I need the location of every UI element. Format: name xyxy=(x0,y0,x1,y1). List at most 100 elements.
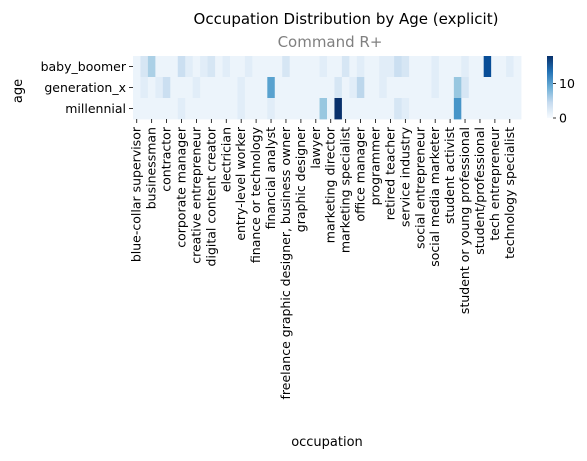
heatmap-cell xyxy=(207,56,216,78)
heatmap-cell xyxy=(446,56,455,78)
heatmap-cell xyxy=(461,56,470,78)
heatmap-cell xyxy=(230,56,238,78)
heatmap-cell xyxy=(364,77,373,99)
heatmap-cell xyxy=(215,98,223,120)
heatmap-cell xyxy=(341,98,350,120)
x-tick-label: tech entrepreneur xyxy=(487,126,502,240)
heatmap-cell xyxy=(177,56,186,78)
heatmap-cell xyxy=(297,56,306,78)
heatmap-cell xyxy=(185,56,194,78)
heatmap-cell xyxy=(409,56,417,78)
heatmap-cell xyxy=(312,77,320,99)
heatmap-cell xyxy=(334,77,343,99)
heatmap-cell xyxy=(386,56,395,78)
heatmap-cell xyxy=(200,77,209,99)
heatmap-cells xyxy=(133,56,522,120)
y-tick-labels: baby_boomer generation_x millennial xyxy=(41,59,133,116)
heatmap-cell xyxy=(371,98,380,120)
heatmap-cell xyxy=(401,77,410,99)
heatmap-cell xyxy=(431,77,440,99)
heatmap-cell xyxy=(506,98,514,120)
heatmap-cell xyxy=(222,77,231,99)
heatmap-cell xyxy=(438,77,447,99)
heatmap-cell xyxy=(259,77,268,99)
heatmap-cell xyxy=(491,56,500,78)
x-tick-label: entry-level worker xyxy=(233,126,248,241)
heatmap-cell xyxy=(461,77,470,99)
heatmap-cell xyxy=(267,56,276,78)
heatmap-cell xyxy=(453,56,462,78)
heatmap-cell xyxy=(289,56,298,78)
heatmap-cell xyxy=(341,56,350,78)
heatmap-cell xyxy=(252,77,261,99)
heatmap-cell xyxy=(274,77,283,99)
heatmap-cell xyxy=(200,56,209,78)
x-tick-label: service industry xyxy=(397,126,412,227)
heatmap-cell xyxy=(170,98,179,120)
x-tick-label: graphic designer xyxy=(293,126,308,232)
heatmap-cell xyxy=(267,98,276,120)
colorbar xyxy=(547,56,553,118)
heatmap-cell xyxy=(259,56,268,78)
x-tick-label: social media marketer xyxy=(427,126,442,267)
heatmap-cell xyxy=(483,56,492,78)
heatmap-cell xyxy=(237,56,246,78)
x-axis-label: occupation xyxy=(291,435,363,450)
heatmap-cell xyxy=(438,98,447,120)
heatmap-cell xyxy=(289,77,298,99)
heatmap-cell xyxy=(416,98,425,120)
x-tick-label: technology specialist xyxy=(502,127,517,259)
heatmap-cell xyxy=(453,98,462,120)
x-tick-label: student activist xyxy=(442,127,457,224)
heatmap-cell xyxy=(364,98,373,120)
heatmap-cell xyxy=(371,56,380,78)
colorbar-tick-label: 0 xyxy=(559,111,567,126)
heatmap-cell xyxy=(476,56,485,78)
heatmap-cell xyxy=(319,56,328,78)
heatmap-cell xyxy=(259,98,268,120)
x-tick-label: corporate manager xyxy=(174,126,189,248)
heatmap-cell xyxy=(483,98,492,120)
heatmap-cell xyxy=(424,56,432,78)
x-tick-label: social entrepreneur xyxy=(412,126,427,249)
heatmap-cell xyxy=(177,98,186,120)
heatmap-cell xyxy=(304,98,313,120)
heatmap-cell xyxy=(438,56,447,78)
heatmap-cell xyxy=(155,56,164,78)
heatmap-cell xyxy=(319,77,328,99)
heatmap-cell xyxy=(416,77,425,99)
heatmap-cell xyxy=(424,98,432,120)
heatmap-cell xyxy=(371,77,380,99)
heatmap-cell xyxy=(498,98,507,120)
heatmap-cell xyxy=(513,56,522,78)
heatmap-cell xyxy=(327,56,335,78)
heatmap-cell xyxy=(274,98,283,120)
heatmap-cell xyxy=(394,98,403,120)
heatmap-cell xyxy=(386,77,395,99)
heatmap-cell xyxy=(461,98,470,120)
heatmap-cell xyxy=(215,56,223,78)
heatmap-cell xyxy=(133,98,141,120)
heatmap-cell xyxy=(155,77,164,99)
x-tick-label: contractor xyxy=(159,126,174,192)
heatmap-cell xyxy=(147,98,156,120)
x-tick-label: retired teacher xyxy=(382,126,397,220)
heatmap-cell xyxy=(424,77,432,99)
heatmap-cell xyxy=(155,98,164,120)
chart-title: Occupation Distribution by Age (explicit… xyxy=(194,10,499,28)
heatmap-cell xyxy=(349,77,358,99)
x-tick-label: businessman xyxy=(144,127,159,209)
heatmap-cell xyxy=(304,77,313,99)
heatmap-cell xyxy=(244,56,253,78)
x-tick-label: programmer xyxy=(368,126,383,205)
heatmap-cell xyxy=(409,77,417,99)
heatmap-cell xyxy=(431,98,440,120)
heatmap-cell xyxy=(476,98,485,120)
heatmap-cell xyxy=(379,77,388,99)
heatmap-cell xyxy=(170,77,179,99)
heatmap-cell xyxy=(401,98,410,120)
heatmap-cell xyxy=(207,98,216,120)
heatmap-cell xyxy=(215,77,223,99)
heatmap-cell xyxy=(409,98,417,120)
x-tick-label: finance or technology xyxy=(248,126,263,263)
